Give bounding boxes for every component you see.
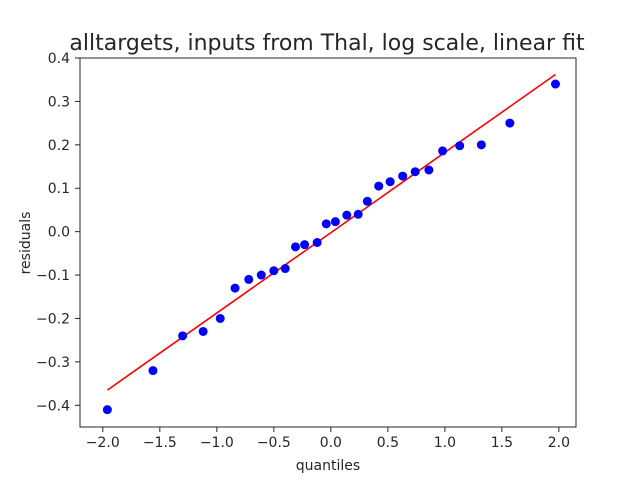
scatter-point (269, 266, 279, 276)
scatter-point (280, 264, 290, 274)
scatter-point (198, 326, 208, 336)
scatter-point (353, 209, 363, 219)
x-tick-label: 0.5 (377, 435, 399, 451)
y-tick-label: 0.2 (48, 138, 70, 154)
scatter-point (148, 366, 158, 376)
y-axis-label: residuals (18, 212, 34, 275)
x-axis-label: quantiles (296, 458, 360, 474)
scatter-point (550, 79, 560, 89)
x-axis: −2.0 −1.5 −1.0 −0.5 0.0 0.5 1.0 1.5 2.0 (86, 427, 570, 451)
x-tick-label: 1.5 (491, 435, 513, 451)
x-tick-label: −2.0 (86, 435, 120, 451)
x-tick-label: 2.0 (548, 435, 570, 451)
scatter-point (362, 196, 372, 206)
x-tick-label: −1.5 (143, 435, 177, 451)
scatter-point (342, 210, 352, 220)
scatter-point (215, 313, 225, 323)
scatter-point (244, 274, 254, 284)
y-axis: −0.4 −0.3 −0.2 −0.1 0.0 0.1 0.2 0.3 0.4 (36, 51, 80, 414)
scatter-point (374, 181, 384, 191)
scatter-point (321, 219, 331, 229)
scatter-point (230, 283, 240, 293)
y-tick-label: 0.3 (48, 94, 70, 110)
scatter-point (178, 331, 188, 341)
scatter-points-layer (102, 79, 560, 415)
y-tick-label: −0.2 (36, 311, 70, 327)
scatter-point (438, 146, 448, 156)
scatter-point (410, 167, 420, 177)
scatter-point (505, 118, 515, 128)
scatter-point (312, 238, 322, 247)
plot-area (79, 57, 577, 428)
x-tick-label: −1.0 (200, 435, 234, 451)
y-tick-label: 0.1 (48, 181, 70, 197)
scatter-point (291, 242, 301, 252)
chart-title: alltargets, inputs from Thal, log scale,… (69, 31, 585, 56)
x-tick-label: 1.0 (434, 435, 456, 451)
x-tick-label: −0.5 (257, 435, 291, 451)
scatter-point (455, 141, 465, 151)
x-tick-label: 0.0 (320, 435, 342, 451)
scatter-point (300, 240, 310, 250)
y-tick-label: 0.0 (48, 225, 70, 241)
y-tick-label: −0.4 (36, 398, 70, 414)
scatter-point (385, 177, 395, 187)
y-tick-label: −0.3 (36, 355, 70, 371)
y-tick-label: 0.4 (48, 51, 70, 67)
scatter-point (424, 165, 434, 175)
scatter-point (102, 405, 112, 415)
scatter-point (330, 217, 340, 227)
scatter-point (256, 270, 266, 280)
scatter-point (398, 171, 408, 181)
y-tick-label: −0.1 (36, 268, 70, 284)
scatter-point (476, 140, 486, 150)
